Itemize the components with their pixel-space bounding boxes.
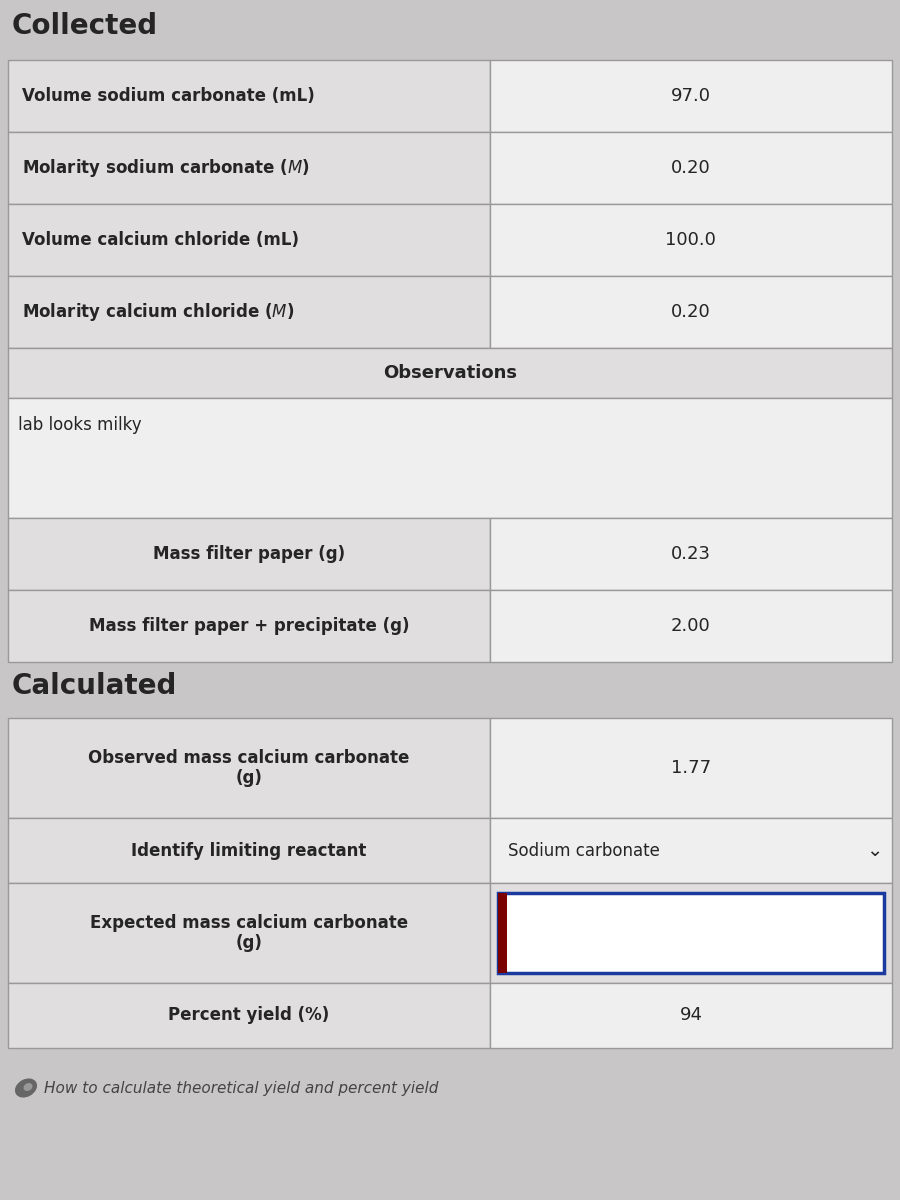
Text: Sodium carbonate: Sodium carbonate [508,841,660,859]
Bar [8,204,490,276]
Text: lab looks milky: lab looks milky [18,416,141,434]
Bar [490,518,892,590]
Bar [8,398,892,518]
Bar [8,518,490,590]
Bar [490,590,892,662]
Text: Identify limiting reactant: Identify limiting reactant [131,841,366,859]
Text: Volume sodium carbonate (mL): Volume sodium carbonate (mL) [22,86,315,104]
Text: Observations: Observations [383,364,517,382]
Text: Expected mass calcium carbonate
(g): Expected mass calcium carbonate (g) [90,913,408,953]
Bar [490,132,892,204]
Text: Mass filter paper + precipitate (g): Mass filter paper + precipitate (g) [88,617,410,635]
Text: 2.00: 2.00 [671,617,711,635]
Ellipse shape [15,1079,36,1097]
Bar [8,983,490,1048]
Bar [8,60,490,132]
Text: Percent yield (%): Percent yield (%) [168,1007,329,1025]
Bar [8,132,490,204]
Bar [8,348,892,398]
Text: Mass filter paper (g): Mass filter paper (g) [153,545,345,563]
Bar [490,60,892,132]
Text: Collected: Collected [12,12,158,40]
Text: Molarity sodium carbonate ($\mathit{M}$): Molarity sodium carbonate ($\mathit{M}$) [22,157,310,179]
Bar [8,718,490,818]
Bar [490,204,892,276]
Bar [8,276,490,348]
Bar [498,893,884,973]
Bar [490,276,892,348]
Bar [8,590,490,662]
Text: 1.77: 1.77 [670,758,711,778]
Text: 94: 94 [680,1007,702,1025]
Text: Volume calcium chloride (mL): Volume calcium chloride (mL) [22,230,299,248]
Bar [8,883,490,983]
Bar [498,893,507,973]
Bar [498,893,884,973]
Text: How to calculate theoretical yield and percent yield: How to calculate theoretical yield and p… [44,1080,438,1096]
Text: Observed mass calcium carbonate
(g): Observed mass calcium carbonate (g) [88,749,410,787]
Text: Molarity calcium chloride ($\mathit{M}$): Molarity calcium chloride ($\mathit{M}$) [22,301,294,323]
Bar [490,818,892,883]
Bar [8,818,490,883]
Ellipse shape [24,1084,32,1091]
Text: 0.20: 0.20 [671,302,711,320]
Text: 0.20: 0.20 [671,158,711,176]
Bar [490,983,892,1048]
Bar [490,883,892,983]
Text: 97.0: 97.0 [670,86,711,104]
Bar [490,718,892,818]
Text: ⌄: ⌄ [866,841,882,860]
Text: Calculated: Calculated [12,672,177,700]
Text: 0.23: 0.23 [670,545,711,563]
Text: 100.0: 100.0 [665,230,716,248]
